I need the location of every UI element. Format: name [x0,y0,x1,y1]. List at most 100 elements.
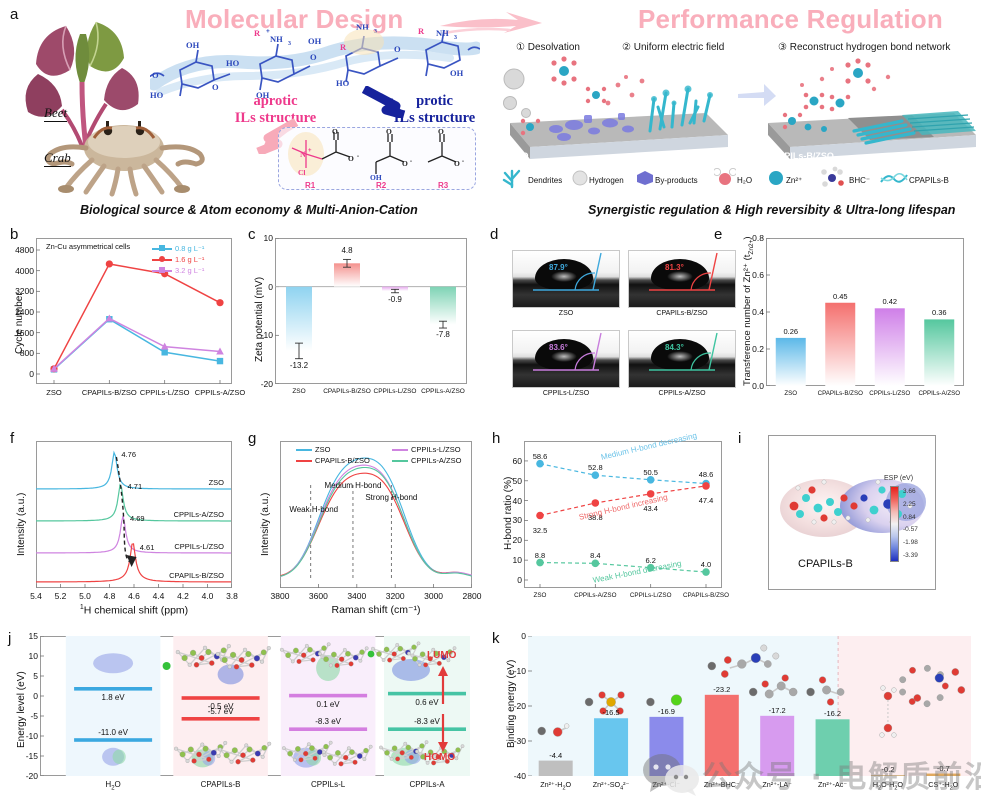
contact-angle-label: ZSO [558,310,574,317]
panel-g-legend-label: ZSO [315,445,331,454]
panel-j-lumo-label: 0.1 eV [316,699,340,709]
svg-text:O: O [454,159,460,168]
svg-text:OH: OH [256,90,270,100]
svg-text:O: O [402,159,408,168]
contact-angle-overlay [649,252,718,291]
panel-g-legend-label: CPPILs-A/ZSO [411,456,462,465]
panel-b-xcat: CPPILs-L/ZSO [139,388,190,397]
zn-anode-label-right: Zn anode [908,151,948,161]
panel-b-legend: 0.8 g L⁻¹ 1.6 g L⁻¹ 3.2 g L⁻¹ [152,243,204,276]
panel-h-xcat: CPAPILs-B/ZSO [682,592,730,599]
panel-k-value: -4.4 [549,750,563,760]
contact-angle-value: 87.9° [549,263,568,272]
svg-text:HO: HO [150,90,164,100]
panel-b-ytick: 0 [29,369,34,379]
panel-b-xcat: CPAPILs-B/ZSO [81,388,137,397]
svg-text:OH: OH [450,68,464,78]
drop-gloss [667,271,693,282]
panel-f-plot-area [36,441,232,588]
cpapils-anode-schematic [768,58,976,159]
panel-h-ytick: 10 [512,555,522,566]
legend-hydrogen-label: Hydrogen [589,176,624,185]
panel-h-value: 43.4 [643,503,658,513]
svg-text:O: O [212,82,219,92]
water-molecule-icon [714,168,736,185]
contact-angle-label: CPPILs-A/ZSO [658,390,706,397]
panel-k-value: -23.2 [713,684,731,694]
dendrites-icon [502,169,521,189]
pink-swoosh-arrow-icon [440,12,542,35]
svg-text:O: O [152,70,159,80]
panel-k-xcat: Zn²⁺-Ac⁻ [817,780,848,789]
contact-angle-image-3: 84.3° [628,330,736,388]
panel-j-levels [40,636,470,776]
bubble-icon [572,170,588,186]
svg-text:+: + [308,148,312,154]
panel-f-xtick: 4.8 [103,591,116,601]
svg-text:O: O [438,128,444,136]
zso-anode-schematic [503,56,728,159]
legend-cpapils-label: CPAPILs-B [909,176,949,185]
panel-i-letter: i [738,430,742,447]
panel-k-xcat: Zn²⁺-LA⁻ [762,780,792,789]
panel-e-ytick: 0.0 [752,381,764,391]
crab-label: Crab [44,150,71,167]
panel-k-xcat: Zn²⁺-BHC⁻ [703,780,740,789]
contact-angle-value: 81.3° [665,263,684,272]
panel-k-ytick: -10 [513,666,526,676]
performance-regulation-title: Performance Regulation [638,4,943,34]
svg-text:CPPILs-A/ZSO: CPPILs-A/ZSO [174,510,225,519]
wechat-icon [643,754,699,796]
panel-c-xcat: CPPILs-A/ZSO [421,388,465,395]
esp-colorbar [890,486,899,562]
panel-b-legend-item: 1.6 g L⁻¹ [152,254,204,265]
zinc-ion-icon [769,171,783,185]
contact-angle-label: CPAPILs-B/ZSO [656,310,708,317]
esp-colorbar-tick: 0.84 [903,513,916,521]
svg-text:-: - [357,154,359,160]
panel-c-value: -0.9 [388,294,402,304]
legend-zinc-label: Zn²⁺ [786,176,803,185]
aprotic-ils-label: aprotic ILs structure [218,93,333,126]
panel-h-ytick: 30 [512,515,522,526]
beet-plant-illustration [25,21,139,149]
anion-label-r3: R3 [438,181,449,190]
panel-k-xcat: CS⁺-H2O [928,780,959,792]
legend-bhc-label: BHC⁻ [849,176,871,185]
legend-swatch [392,448,408,451]
strapline-right: Synergistic regulation & High reversibit… [588,203,956,217]
panel-g-xlabel: Raman shift (cm⁻¹) [331,604,421,616]
svg-text:Cl: Cl [298,168,306,177]
panel-e-xcat: ZSO [784,390,798,397]
panel-b-xcat: CPPILs-A/ZSO [194,388,246,397]
molecular-design-title: Molecular Design [185,4,404,34]
panel-b-ytick: 1600 [15,327,34,338]
panel-j-lumo-label: 1.8 eV [101,692,125,702]
panel-k-bars [528,636,971,776]
panel-c-ytick: 10 [263,233,273,243]
panel-h-value: 52.8 [588,463,603,473]
lumo-label: LUMO [427,650,457,661]
svg-text:R: R [340,42,347,52]
panel-e-value: 0.26 [783,326,799,336]
polysaccharide-backbone-structure: OH O HO HO O OH NH 3 R + O OH HO O NH 3 … [150,22,480,100]
panel-a-schematic: a Molecular Design Performance Regulatio… [0,0,981,222]
svg-text:-: - [462,159,464,165]
panel-k-ytick: -40 [513,771,526,781]
svg-text:OH: OH [308,36,322,46]
panel-e-ytick: 0.2 [752,344,764,354]
contact-angle-image-1: 81.3° [628,250,736,308]
panel-g-traces [280,457,472,588]
legend-byproducts-label: By-products [655,176,698,185]
panel-g-plot-area [280,441,472,588]
svg-text:O: O [332,128,338,136]
panel-c-value: -7.8 [436,330,450,340]
panel-f-xtick: 4.2 [177,591,189,601]
panel-j-ytick: 0 [33,691,38,701]
panel-g-annotation: Weak H-bond [289,505,339,514]
panel-j-homo-label: -5.7 eV [207,706,234,716]
panel-b-legend-label: 1.6 g L⁻¹ [175,255,205,264]
svg-text:O: O [386,128,392,136]
panel-j-ytick: 10 [28,651,38,661]
anion-label-r2: R2 [376,181,387,190]
